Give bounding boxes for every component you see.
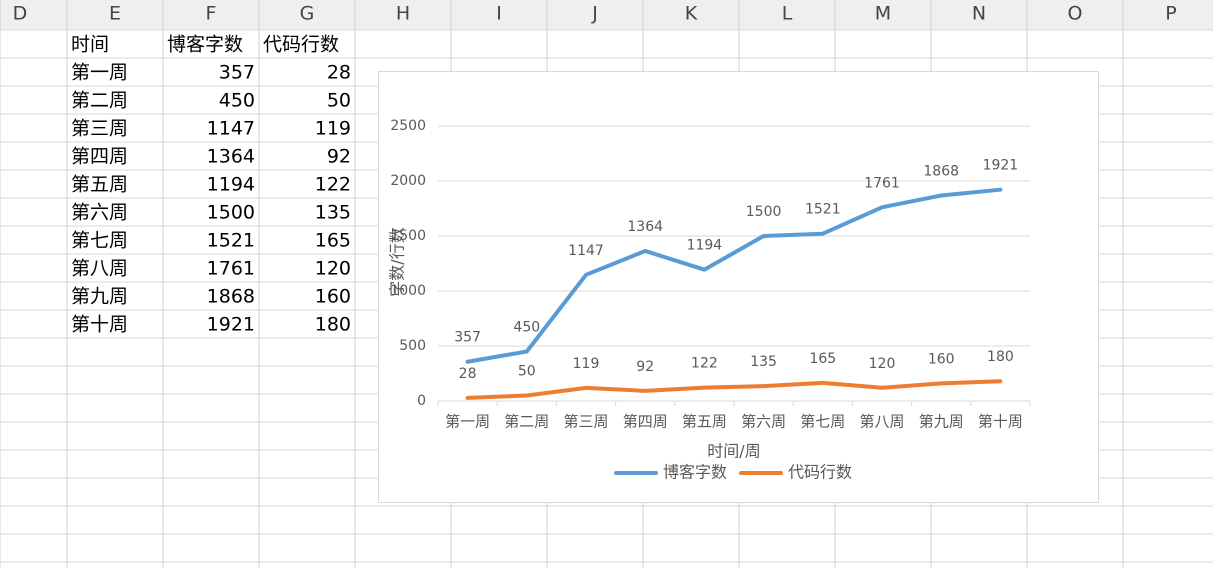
y-tick-label: 500 — [399, 338, 426, 354]
cell[interactable]: 165 — [315, 230, 351, 252]
x-tick-label: 第三周 — [563, 413, 608, 431]
x-tick-label: 第五周 — [682, 413, 727, 431]
column-header[interactable]: L — [782, 3, 793, 25]
y-tick-label: 0 — [417, 393, 426, 409]
cell[interactable]: 第十周 — [71, 314, 128, 336]
cell[interactable]: 1921 — [207, 314, 255, 336]
data-label: 1868 — [923, 164, 959, 180]
column-header[interactable]: D — [13, 3, 28, 25]
cell[interactable]: 122 — [315, 174, 351, 196]
y-axis-title: 字数/行数 — [388, 227, 407, 296]
x-tick-label: 第九周 — [919, 413, 964, 431]
x-tick-label: 第十周 — [978, 413, 1023, 431]
data-label: 1761 — [864, 175, 900, 191]
data-label: 180 — [987, 349, 1014, 365]
cell[interactable]: 160 — [315, 286, 351, 308]
data-label: 119 — [573, 356, 600, 372]
y-tick-label: 1500 — [390, 228, 426, 244]
cell[interactable]: 120 — [315, 258, 351, 280]
cell[interactable]: 博客字数 — [167, 34, 243, 56]
cell[interactable]: 357 — [219, 62, 255, 84]
cell[interactable]: 第八周 — [71, 258, 128, 280]
cell[interactable]: 第四周 — [71, 146, 128, 168]
cell[interactable]: 180 — [315, 314, 351, 336]
y-tick-label: 2000 — [390, 173, 426, 189]
line — [465, 187, 1003, 364]
data-label: 357 — [454, 330, 481, 346]
data-label: 1500 — [746, 204, 782, 220]
y-tick-label: 1000 — [390, 283, 426, 299]
chart-area[interactable] — [378, 71, 1099, 503]
cell[interactable]: 28 — [327, 62, 351, 84]
cell[interactable]: 第六周 — [71, 202, 128, 224]
cell[interactable]: 第一周 — [71, 62, 128, 84]
cell[interactable]: 450 — [219, 90, 255, 112]
cell[interactable]: 第七周 — [71, 230, 128, 252]
cell[interactable]: 1364 — [207, 146, 255, 168]
column-header[interactable]: F — [206, 3, 217, 25]
data-label: 1921 — [983, 158, 1019, 174]
cell[interactable]: 第五周 — [71, 174, 128, 196]
cell[interactable]: 1194 — [207, 174, 255, 196]
column-header-bar — [0, 0, 1213, 30]
column-header[interactable]: O — [1068, 3, 1083, 25]
data-label: 1521 — [805, 202, 841, 218]
column-header[interactable]: J — [591, 3, 598, 25]
x-tick-label: 第一周 — [445, 413, 490, 431]
x-tick-label: 第六周 — [741, 413, 786, 431]
data-label: 122 — [691, 356, 718, 372]
column-header[interactable]: G — [300, 3, 315, 25]
y-tick-label: 2500 — [390, 118, 426, 134]
x-tick-label: 第二周 — [504, 413, 549, 431]
data-label: 135 — [750, 354, 777, 370]
data-label: 1194 — [687, 238, 723, 254]
cell[interactable]: 92 — [327, 146, 351, 168]
cell[interactable]: 代码行数 — [263, 34, 339, 56]
data-label: 50 — [518, 364, 536, 380]
column-header[interactable]: H — [396, 3, 410, 25]
cell[interactable]: 第三周 — [71, 118, 128, 140]
cell[interactable]: 1868 — [207, 286, 255, 308]
cell[interactable]: 第九周 — [71, 286, 128, 308]
cell[interactable]: 第二周 — [71, 90, 128, 112]
x-tick-label: 第四周 — [623, 413, 668, 431]
line — [465, 379, 1003, 400]
cell[interactable]: 50 — [327, 90, 351, 112]
cell[interactable]: 1500 — [207, 202, 255, 224]
legend-label: 博客字数 — [663, 463, 727, 482]
cell[interactable]: 时间 — [71, 34, 109, 56]
column-header[interactable]: I — [496, 3, 502, 25]
x-tick-label: 第八周 — [859, 413, 904, 431]
x-axis-title: 时间/周 — [707, 442, 760, 461]
column-header[interactable]: N — [972, 3, 986, 25]
data-label: 1364 — [627, 219, 663, 235]
cell[interactable]: 1761 — [207, 258, 255, 280]
column-header[interactable]: M — [875, 3, 891, 25]
data-label: 450 — [513, 320, 540, 336]
cell[interactable]: 119 — [315, 118, 351, 140]
data-label: 120 — [869, 356, 896, 372]
column-header[interactable]: K — [685, 3, 698, 25]
data-label: 92 — [636, 359, 654, 375]
data-label: 1147 — [568, 243, 604, 259]
legend-label: 代码行数 — [788, 463, 852, 482]
column-header[interactable]: P — [1165, 3, 1176, 25]
data-label: 160 — [928, 351, 955, 367]
column-header[interactable]: E — [109, 3, 121, 25]
data-label: 28 — [459, 366, 477, 382]
cell[interactable]: 1521 — [207, 230, 255, 252]
x-tick-label: 第七周 — [800, 413, 845, 431]
data-label: 165 — [809, 351, 836, 367]
cell[interactable]: 1147 — [207, 118, 255, 140]
cell[interactable]: 135 — [315, 202, 351, 224]
